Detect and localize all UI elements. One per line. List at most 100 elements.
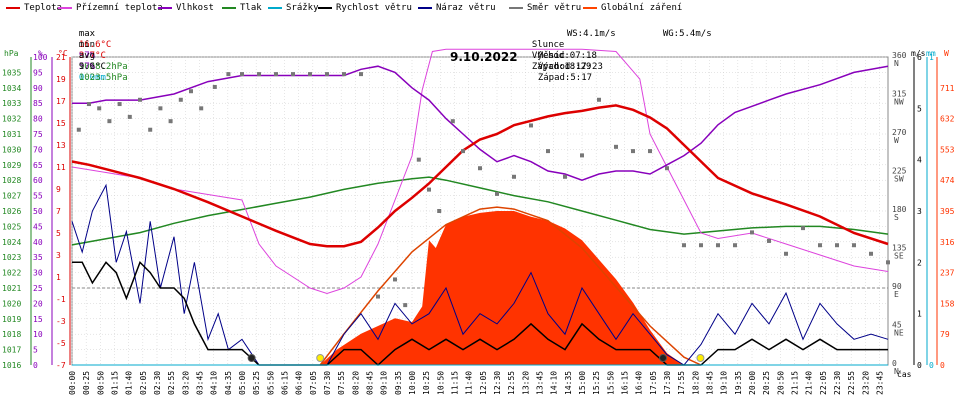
moon-label: Měsíc [537, 51, 565, 61]
tick-w: 474 [940, 176, 955, 185]
legend-swatch [222, 6, 236, 9]
wind-direction-point [257, 72, 261, 77]
wind-direction-point [226, 72, 231, 77]
wind-direction-point [733, 243, 737, 248]
legend-item: Vlhkost [158, 3, 214, 13]
tick-x: 12:30 [493, 371, 502, 395]
legend-swatch [418, 6, 432, 9]
tick-x: 22:30 [833, 371, 842, 395]
legend-label: Vlhkost [176, 3, 214, 13]
tick-direction-label: W [894, 136, 899, 145]
wind-direction-point [107, 119, 112, 124]
axis-label-ms: m/s [911, 49, 926, 58]
tick-x: 03:45 [196, 371, 205, 395]
tick-x: 22:55 [847, 371, 856, 395]
series-teplota [71, 104, 889, 248]
tick-direction-label: N [894, 59, 899, 68]
wind-direction-point [76, 127, 81, 132]
tick-x: 00:25 [82, 371, 91, 395]
tick-celsius: 7 [56, 207, 61, 216]
tick-ms: 4 [917, 156, 922, 165]
wind-direction-point [495, 191, 499, 196]
legend-swatch [509, 6, 523, 9]
tick-x: 06:15 [281, 371, 290, 395]
moonset-marker [247, 354, 256, 362]
tick-celsius: -7 [56, 361, 66, 370]
wind-direction-point [212, 84, 217, 89]
wind-direction-point [767, 238, 771, 243]
sunrise-marker [316, 354, 325, 362]
tick-x: 21:15 [791, 371, 800, 395]
tick-percent: 55 [33, 192, 43, 201]
tick-hpa: 1032 [2, 115, 21, 124]
tick-direction: 0 [892, 359, 897, 368]
tick-x: 05:00 [238, 371, 247, 395]
tick-direction: 360 [892, 51, 907, 60]
wind-direction-point [178, 97, 183, 102]
tick-mm: 0 [929, 361, 934, 370]
stats-max-temp: 16.6°C [78, 40, 112, 50]
tick-hpa: 1030 [2, 145, 21, 154]
legend-label: Náraz větru [436, 3, 496, 13]
tick-hpa: 1024 [2, 238, 21, 247]
tick-hpa: 1035 [2, 68, 21, 77]
tick-direction: 180 [892, 205, 907, 214]
wg-value: WG:5.4m/s [662, 29, 712, 39]
sunrise: Východ:07:18 [531, 51, 597, 61]
wind-direction-point [325, 72, 329, 77]
tick-hpa: 1027 [2, 192, 21, 201]
wind-direction-point [614, 144, 618, 149]
wind-direction-point [274, 72, 278, 77]
wind-direction-point [529, 123, 533, 128]
legend: Teplota Přízemní teplota Vlhkost Tlak Srážky… [0, 3, 966, 17]
tick-percent: 70 [33, 145, 43, 154]
tick-direction-label: NE [894, 329, 904, 338]
tick-x: 16:15 [621, 371, 630, 395]
tick-percent: 50 [33, 207, 43, 216]
wind-direction-point [546, 149, 550, 154]
legend-swatch [58, 6, 72, 9]
legend-label: Tlak [240, 3, 262, 13]
wind-direction-point [784, 251, 788, 256]
tick-percent: 75 [33, 130, 43, 139]
tick-x: 17:05 [649, 371, 658, 395]
tick-percent: 40 [33, 238, 43, 247]
axis-label-celsius: °C [58, 49, 68, 58]
tick-x: 17:30 [663, 371, 672, 395]
tick-x: 14:35 [564, 371, 573, 395]
tick-x: 07:05 [309, 371, 318, 395]
tick-direction: 90 [892, 282, 902, 291]
legend-label: Srážky [286, 3, 319, 13]
legend-label: Přízemní teplota [76, 3, 163, 13]
wind-direction-point [427, 187, 431, 192]
series-přízemní-teplota [71, 48, 889, 295]
wind-direction-point [138, 97, 142, 102]
tick-w: 632 [940, 115, 955, 124]
moonrise: Východ:17:23 [537, 62, 603, 72]
wind-direction-point [665, 166, 669, 171]
tick-x: 14:10 [550, 371, 559, 395]
tick-x: 20:50 [776, 371, 785, 395]
tick-x: 06:40 [295, 371, 304, 395]
stats-max-hum: 97% [78, 51, 96, 61]
tick-x: 00:50 [96, 371, 105, 395]
tick-celsius: -3 [56, 317, 66, 326]
sun-info: Slunce Východ:07:18 Západ:18:29 [521, 29, 597, 73]
wind-direction-point [869, 251, 873, 256]
tick-x: 16:40 [635, 371, 644, 395]
wind-direction-point [342, 72, 346, 77]
tick-percent: 0 [33, 361, 38, 370]
tick-x: 10:25 [422, 371, 431, 395]
wind-direction-point [127, 114, 132, 119]
tick-hpa: 1016 [2, 361, 21, 370]
tick-percent: 30 [33, 269, 43, 278]
tick-ms: 6 [917, 53, 922, 62]
wind-direction-point [393, 277, 397, 282]
sun-label: Slunce [531, 40, 565, 50]
tick-x: 19:35 [734, 371, 743, 395]
tick-x: 15:00 [578, 371, 587, 395]
tick-direction-label: S [894, 213, 899, 222]
tick-x: 01:15 [111, 371, 120, 395]
tick-percent: 80 [33, 115, 43, 124]
